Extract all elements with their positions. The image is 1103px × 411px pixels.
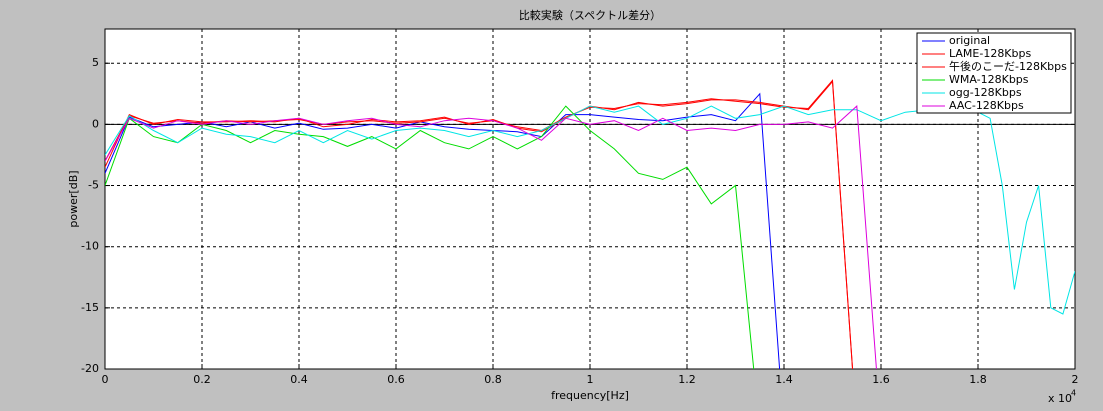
x-axis-label: frequency[Hz] bbox=[551, 389, 629, 402]
x-tick-label: 0 bbox=[102, 373, 109, 386]
x-tick-label: 0.2 bbox=[193, 373, 211, 386]
x-scale: x 10 bbox=[1048, 392, 1072, 405]
series-line bbox=[105, 92, 781, 369]
y-axis-label: power[dB] bbox=[67, 170, 80, 227]
x-tick-label: 2 bbox=[1072, 373, 1079, 386]
legend-label: 午後のこーだ-128Kbps bbox=[949, 59, 1067, 73]
series-line bbox=[105, 105, 877, 369]
x-tick-label: 1.6 bbox=[872, 373, 890, 386]
axes-box bbox=[104, 28, 1076, 370]
y-tick-label: -20 bbox=[81, 362, 99, 375]
x-tick-label: 1.2 bbox=[678, 373, 696, 386]
y-tick-label: -10 bbox=[81, 240, 99, 253]
x-tick-label: 1 bbox=[587, 373, 594, 386]
legend-box bbox=[916, 32, 1072, 114]
y-tick-label: -5 bbox=[88, 179, 99, 192]
x-scale-exponent: 4 bbox=[1071, 389, 1076, 398]
legend-label: WMA-128Kbps bbox=[949, 73, 1029, 86]
series-line bbox=[105, 105, 755, 369]
legend-label: LAME-128Kbps bbox=[949, 47, 1031, 60]
y-tick-label: 0 bbox=[92, 117, 99, 130]
legend-label: ogg-128Kbps bbox=[949, 86, 1022, 99]
x-tick-label: 0.6 bbox=[387, 373, 405, 386]
plot-lines bbox=[105, 79, 1075, 369]
y-tick-label: -15 bbox=[81, 301, 99, 314]
x-tick-label: 0.8 bbox=[484, 373, 502, 386]
x-tick-label: 1.4 bbox=[775, 373, 793, 386]
x-tick-label: 1.8 bbox=[969, 373, 987, 386]
y-tick-label: 5 bbox=[92, 56, 99, 69]
chart-title: 比較実験（スペクトル差分） bbox=[519, 8, 661, 22]
x-tick-label: 0.4 bbox=[290, 373, 308, 386]
series-line bbox=[105, 93, 1075, 315]
legend-label: original bbox=[949, 34, 990, 47]
legend-label: AAC-128Kbps bbox=[949, 99, 1024, 112]
